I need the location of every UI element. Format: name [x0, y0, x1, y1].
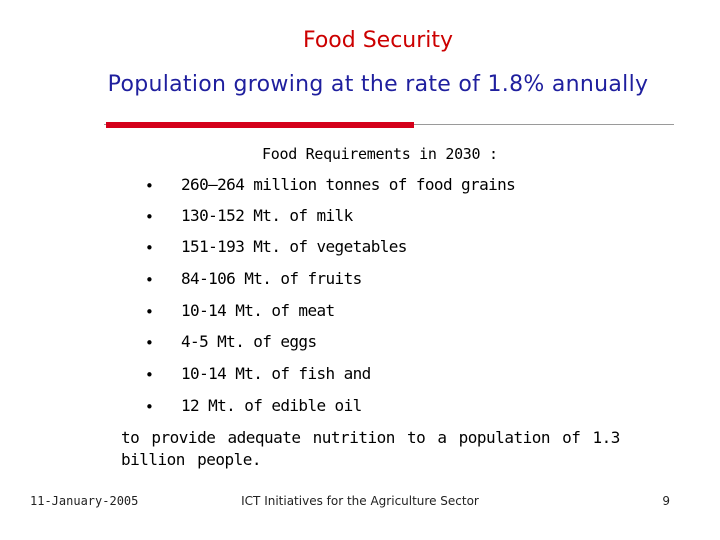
- list-item-text: 84-106 Mt. of fruits: [181, 269, 362, 288]
- slide-title: Food Security: [302, 28, 454, 53]
- list-item-text: 12 Mt. of edible oil: [181, 396, 362, 415]
- slide-subtitle: Population growing at the rate of 1.8% a…: [107, 72, 649, 97]
- bullet-icon: •: [145, 239, 154, 257]
- bullet-icon: •: [145, 271, 154, 289]
- list-item-text: 130-152 Mt. of milk: [181, 206, 353, 225]
- bullet-icon: •: [145, 208, 154, 226]
- bullet-icon: •: [145, 177, 154, 195]
- list-item-text: 10-14 Mt. of fish and: [181, 364, 371, 383]
- accent-bar: [106, 122, 414, 128]
- list-item-text: 10-14 Mt. of meat: [181, 301, 335, 320]
- bullet-icon: •: [145, 366, 154, 384]
- summary-note: to provide adequate nutrition to a popul…: [121, 428, 620, 469]
- section-heading: Food Requirements in 2030 :: [262, 145, 498, 163]
- footer-title: ICT Initiatives for the Agriculture Sect…: [241, 494, 479, 508]
- page-number: 9: [662, 494, 670, 508]
- footer-date: 11-January-2005: [30, 494, 139, 508]
- bullet-icon: •: [145, 398, 154, 416]
- list-item-text: 151-193 Mt. of vegetables: [181, 237, 407, 256]
- list-item-text: 4-5 Mt. of eggs: [181, 332, 317, 351]
- bullet-icon: •: [145, 303, 154, 321]
- list-item-text: 260–264 million tonnes of food grains: [181, 175, 516, 194]
- bullet-icon: •: [145, 334, 154, 352]
